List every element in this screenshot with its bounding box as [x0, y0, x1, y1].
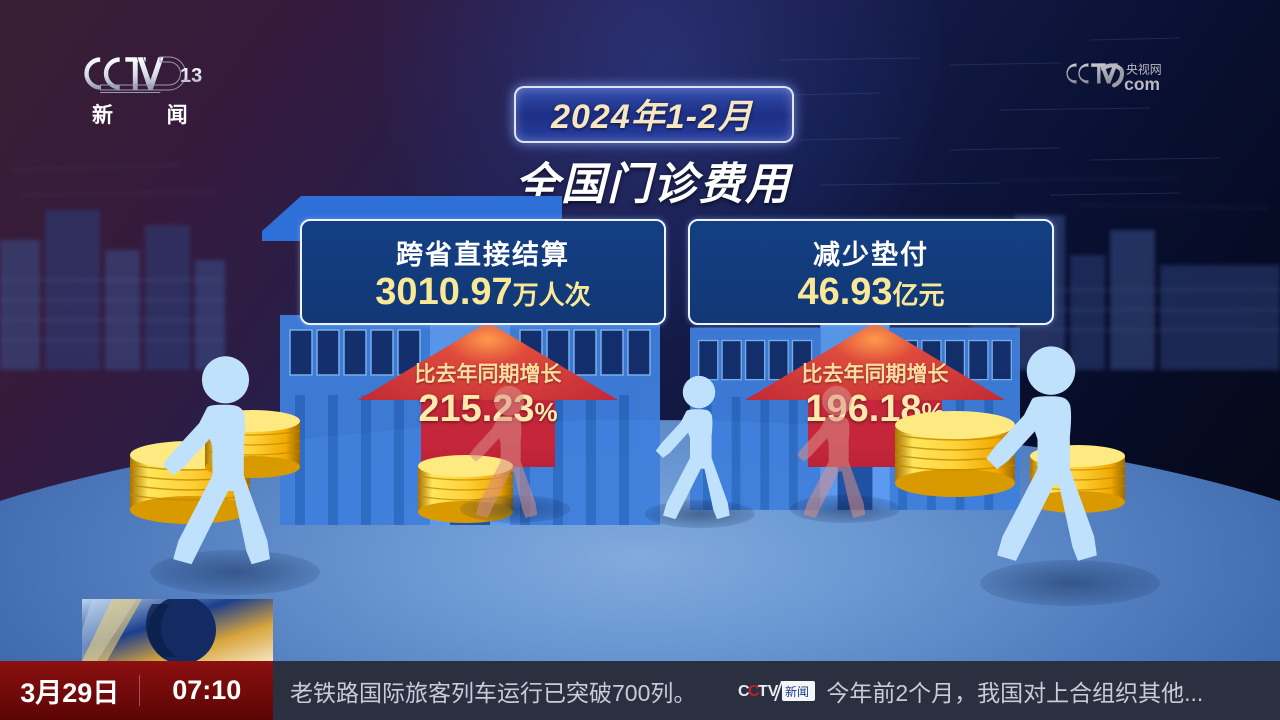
svg-text:com: com: [1124, 74, 1160, 94]
svg-text:13: 13: [180, 65, 202, 87]
svg-text:新闻: 新闻: [785, 684, 809, 699]
